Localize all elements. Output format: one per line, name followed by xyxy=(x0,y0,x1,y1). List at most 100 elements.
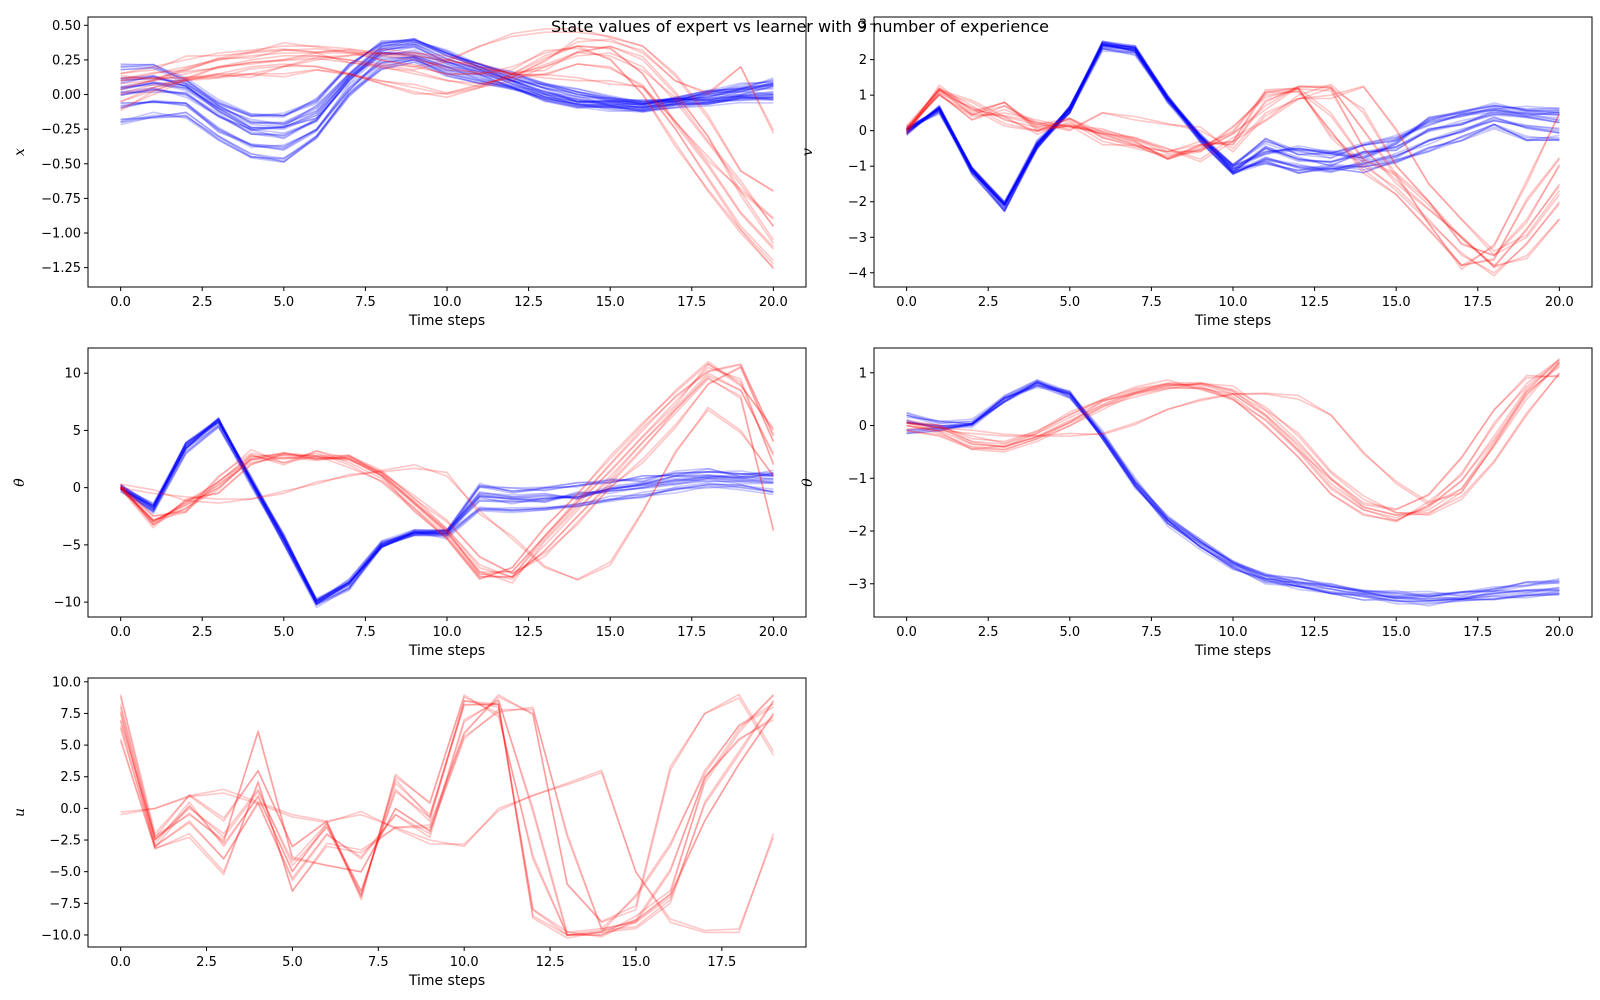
y-tick-label: 2 xyxy=(859,53,867,68)
y-tick-label: 0 xyxy=(73,481,81,496)
expert-series-line xyxy=(906,380,1560,605)
learner-series-line xyxy=(119,694,774,938)
expert-series-line xyxy=(120,418,774,601)
expert-series-line xyxy=(906,381,1560,596)
expert-series-line xyxy=(120,45,774,130)
x-axis-label: Time steps xyxy=(1194,643,1271,659)
x-tick-label: 17.5 xyxy=(677,625,706,640)
learner-series-line xyxy=(120,45,775,241)
expert-series-line xyxy=(120,418,774,606)
learner-series-line xyxy=(906,374,1560,510)
learner-series-line xyxy=(905,89,1561,267)
expert-series-line xyxy=(906,48,1560,210)
y-tick-label: −1 xyxy=(848,160,867,175)
panel-v: 0.0 2.5 5.0 7.5 10.0 12.5 15.0 17.5 20.0 −4 −3 −2 −1… xyxy=(800,16,1593,329)
learner-series-line xyxy=(120,51,775,228)
expert-series-line xyxy=(906,43,1560,207)
learner-series-line xyxy=(119,699,774,934)
x-tick-label: 0.0 xyxy=(896,295,917,310)
y-tick-label: −2.5 xyxy=(49,834,81,849)
expert-series-line xyxy=(120,41,774,126)
x-tick-label: 15.0 xyxy=(596,625,625,640)
axes-frame xyxy=(873,347,1593,618)
x-tick-label: 0.0 xyxy=(110,625,131,640)
learner-series-line xyxy=(906,364,1560,506)
learner-series-line xyxy=(906,359,1560,523)
expert-series-line xyxy=(906,42,1560,209)
expert-series-line xyxy=(906,42,1560,210)
expert-series-line xyxy=(906,379,1560,597)
y-tick-label: 0 xyxy=(859,419,867,434)
learner-series-line xyxy=(906,373,1561,514)
x-tick-label: 17.5 xyxy=(1463,295,1492,310)
expert-series-line xyxy=(120,39,774,117)
expert-series-line xyxy=(906,380,1560,598)
learner-series-line xyxy=(905,87,1561,267)
learner-series-line xyxy=(119,703,774,939)
series-group xyxy=(906,358,1561,607)
expert-series-line xyxy=(906,45,1560,207)
learner-series-line xyxy=(120,378,775,578)
x-tick-label: 7.5 xyxy=(355,295,376,310)
expert-series-line xyxy=(906,384,1560,598)
learner-series-line xyxy=(119,693,775,924)
x-tick-label: 7.5 xyxy=(355,625,376,640)
x-tick-label: 17.5 xyxy=(1463,625,1492,640)
learner-series-line xyxy=(120,372,775,581)
expert-series-line xyxy=(906,379,1560,601)
expert-series-line xyxy=(120,419,774,601)
y-tick-label: −3 xyxy=(848,231,867,246)
learner-series-line xyxy=(119,693,774,936)
learner-series-line xyxy=(120,363,775,578)
learner-series-line xyxy=(120,769,775,934)
expert-series-line xyxy=(120,38,774,117)
learner-series-line xyxy=(905,88,1561,266)
x-tick-label: 15.0 xyxy=(1382,625,1411,640)
expert-series-line xyxy=(906,43,1560,207)
learner-series-line xyxy=(120,47,775,270)
expert-series-line xyxy=(120,57,774,150)
expert-series-line xyxy=(120,57,774,163)
x-axis-label: Time steps xyxy=(408,313,485,329)
y-tick-label: −10 xyxy=(54,596,81,611)
learner-series-line xyxy=(905,85,1561,267)
y-tick-label: 3 xyxy=(859,18,867,33)
panel-theta: 0.0 2.5 5.0 7.5 10.0 12.5 15.0 17.5 20.0 −3 −2 −1 0 1… xyxy=(800,347,1593,659)
expert-series-line xyxy=(120,40,774,125)
panel-theta-dot: 0.0 2.5 5.0 7.5 10.0 12.5 15.0 17.5 20.0 −10 −5 0 5 1… xyxy=(12,347,807,659)
y-tick-label: −1 xyxy=(848,472,867,487)
expert-series-line xyxy=(120,52,774,137)
x-tick-label: 2.5 xyxy=(978,295,999,310)
expert-series-line xyxy=(120,421,774,601)
expert-series-line xyxy=(120,59,774,160)
learner-series-line xyxy=(119,694,775,936)
expert-series-line xyxy=(120,423,774,606)
x-axis-label: Time steps xyxy=(408,973,485,989)
x-tick-label: 2.5 xyxy=(978,625,999,640)
x-tick-label: 2.5 xyxy=(196,955,217,970)
x-tick-label: 15.0 xyxy=(596,295,625,310)
x-tick-label: 17.5 xyxy=(677,295,706,310)
learner-series-line xyxy=(906,366,1560,504)
y-axis-label: θ̇ xyxy=(12,478,28,487)
learner-series-line xyxy=(906,372,1561,517)
expert-series-line xyxy=(120,419,774,602)
learner-series-line xyxy=(905,85,1561,256)
expert-series-line xyxy=(906,41,1560,203)
x-tick-label: 12.5 xyxy=(1300,625,1329,640)
expert-series-line xyxy=(120,51,774,140)
expert-series-line xyxy=(120,422,774,606)
x-tick-label: 5.0 xyxy=(273,625,294,640)
expert-series-line xyxy=(906,381,1560,600)
y-tick-label: −1.25 xyxy=(41,261,81,276)
series-group xyxy=(119,693,775,939)
learner-series-line xyxy=(906,361,1560,519)
y-tick-label: 2.5 xyxy=(60,770,81,785)
expert-series-line xyxy=(120,59,774,161)
expert-series-line xyxy=(120,37,774,117)
x-tick-label: 10.0 xyxy=(433,295,462,310)
expert-series-line xyxy=(906,379,1560,598)
expert-series-line xyxy=(906,47,1560,212)
expert-series-line xyxy=(906,40,1560,203)
y-tick-label: 7.5 xyxy=(60,707,81,722)
